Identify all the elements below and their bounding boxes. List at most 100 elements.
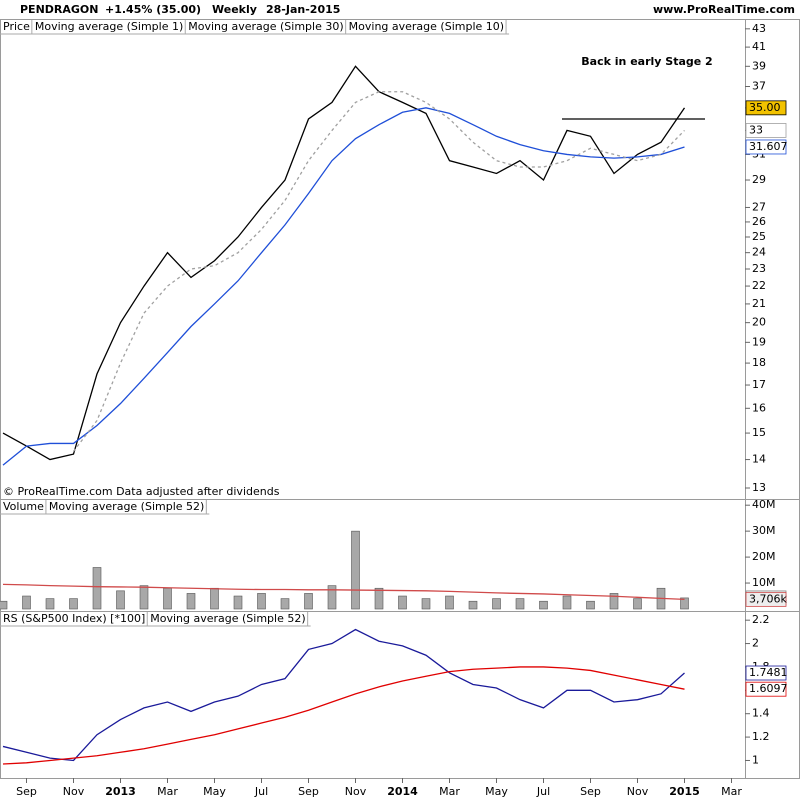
y-tick-label: 1.2: [752, 730, 770, 743]
value-label: 1.6097: [749, 682, 788, 695]
value-label: 33: [749, 123, 763, 136]
volume-bar: [468, 600, 478, 610]
period: Weekly: [212, 3, 257, 16]
volume-bar: [562, 595, 572, 610]
y-tick-label: 19: [752, 335, 766, 348]
y-tick-label: 29: [752, 173, 766, 186]
y-tick-label: 1: [752, 753, 759, 766]
value-label: 35.00: [749, 101, 781, 114]
value-label-box: [745, 100, 787, 116]
y-tick-label: 15: [752, 426, 766, 439]
x-tick-label: 2015: [669, 785, 700, 798]
volume-bar: [680, 597, 689, 610]
x-tick-label: May: [485, 785, 508, 798]
series-line: [2, 628, 685, 762]
y-tick-label: 20: [752, 316, 766, 329]
y-tick-label: 23: [752, 262, 766, 275]
y-tick-label: 1.4: [752, 707, 770, 720]
volume-bar: [92, 567, 102, 610]
volume-bar: [327, 585, 337, 610]
x-tick-label: Nov: [345, 785, 367, 798]
y-tick-label: 39: [752, 59, 766, 72]
footnote: © ProRealTime.com Data adjusted after di…: [3, 485, 280, 498]
y-tick-label: 10M: [752, 576, 776, 589]
value-label-box: [745, 123, 787, 138]
series-line: [2, 666, 685, 765]
volume-bar: [351, 530, 360, 610]
y-tick-label: 27: [752, 200, 766, 213]
x-tick-label: May: [203, 785, 226, 798]
volume-bar: [22, 595, 31, 610]
x-tick-label: 2014: [387, 785, 418, 798]
y-tick-label: 30M: [752, 524, 776, 537]
legend-label: Moving average (Simple 10): [349, 20, 504, 33]
series-line: [2, 65, 686, 461]
volume-bar: [257, 593, 266, 610]
y-tick-label: 13: [752, 481, 766, 494]
volume-bar: [69, 598, 78, 610]
volume-bar: [116, 590, 125, 610]
volume-bar: [609, 593, 619, 610]
legend-label: Moving average (Simple 1): [35, 20, 183, 33]
volume-bar: [515, 598, 525, 610]
legend-label: Moving average (Simple 52): [49, 500, 204, 513]
date: 28-Jan-2015: [266, 3, 340, 16]
legend-label: Price: [3, 20, 30, 33]
y-tick-label: 18: [752, 356, 766, 369]
legend-label: Moving average (Simple 30): [188, 20, 343, 33]
y-tick-label: 22: [752, 279, 766, 292]
y-tick-label: 43: [752, 22, 766, 35]
legend-label: RS (S&P500 Index) [*100]: [3, 612, 145, 625]
volume-bar: [210, 587, 219, 610]
x-tick-label: Nov: [627, 785, 649, 798]
x-tick-label: Jul: [254, 785, 268, 798]
y-tick-label: 2: [752, 637, 759, 650]
y-tick-label: 20M: [752, 550, 776, 563]
volume-bar: [139, 585, 149, 610]
symbol: PENDRAGON: [20, 3, 98, 16]
volume-bar: [421, 598, 431, 610]
x-tick-label: Jul: [536, 785, 550, 798]
annotation: Back in early Stage 2: [581, 55, 712, 68]
volume-bar: [398, 595, 407, 610]
volume-bar: [0, 600, 8, 610]
value-label: 31.607: [749, 140, 788, 153]
volume-bar: [539, 600, 548, 610]
y-tick-label: 24: [752, 246, 766, 259]
x-tick-label: Sep: [580, 785, 601, 798]
y-tick-label: 2.2: [752, 613, 770, 626]
x-tick-label: Mar: [439, 785, 460, 798]
value-label: 1.7481: [749, 666, 788, 679]
y-tick-label: 26: [752, 215, 766, 228]
x-tick-label: Sep: [16, 785, 37, 798]
volume-bar: [186, 593, 196, 610]
y-tick-label: 16: [752, 401, 766, 414]
volume-bar: [586, 600, 595, 610]
volume-bar: [45, 598, 55, 610]
x-tick-label: Sep: [298, 785, 319, 798]
change: +1.45% (35.00): [105, 3, 201, 16]
legend-label: Moving average (Simple 52): [150, 612, 305, 625]
x-tick-label: 2013: [105, 785, 136, 798]
site: www.ProRealTime.com: [653, 3, 795, 16]
series-line: [72, 91, 685, 452]
y-tick-label: 25: [752, 230, 766, 243]
value-label-box: [745, 139, 787, 155]
value-label: 3,706k: [749, 592, 787, 605]
y-tick-label: 41: [752, 40, 766, 53]
volume-bar: [163, 587, 172, 610]
volume-bar: [304, 593, 313, 610]
volume-bar: [374, 587, 384, 610]
volume-bar: [280, 598, 290, 610]
x-tick-label: Nov: [63, 785, 85, 798]
y-tick-label: 14: [752, 453, 766, 466]
legend-label: Volume: [3, 500, 44, 513]
y-tick-label: 37: [752, 80, 766, 93]
x-tick-label: Mar: [721, 785, 742, 798]
value-label-box: [745, 665, 787, 681]
series-line: [2, 107, 685, 466]
value-label-box: [745, 681, 787, 697]
series-line: [2, 583, 685, 601]
